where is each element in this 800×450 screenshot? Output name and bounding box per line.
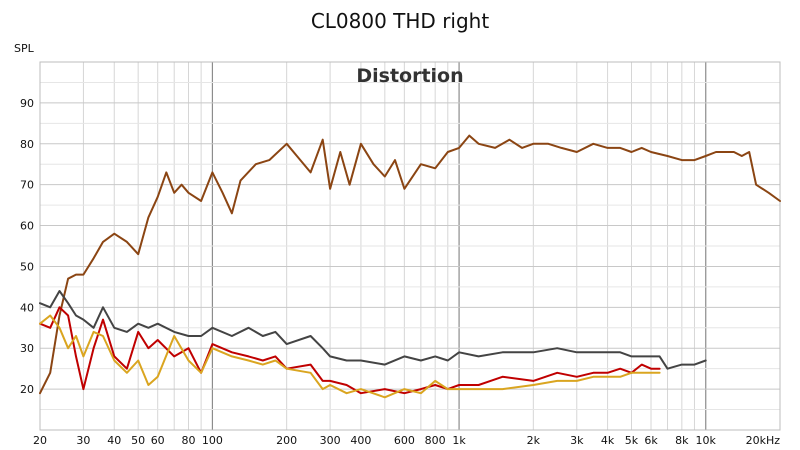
y-tick-label: 80: [20, 138, 34, 151]
x-tick-labels: 20 30 40 50 60 80 100 200 300 400 600 800 1k 2k 3k 4k 5k…: [33, 434, 780, 447]
x-tick-label: 100: [202, 434, 223, 447]
x-tick-label: 3k: [570, 434, 584, 447]
x-tick-label: 40: [107, 434, 121, 447]
x-tick-label: 400: [350, 434, 371, 447]
y-tick-label: 60: [20, 220, 34, 233]
x-tick-label: 1k: [452, 434, 466, 447]
x-tick-label: 600: [394, 434, 415, 447]
y-axis-label: SPL: [14, 42, 35, 55]
x-tick-label: 300: [320, 434, 341, 447]
series-line-1: [39, 134, 781, 395]
y-tick-label: 70: [20, 179, 34, 192]
series-line-4: [39, 314, 661, 399]
plot-frame: [39, 61, 781, 431]
series-line-2: [39, 290, 707, 370]
x-tick-label: 5k: [625, 434, 639, 447]
x-tick-label: 20: [33, 434, 47, 447]
x-tick-label: 20kHz: [746, 434, 781, 447]
chart-title: CL0800 THD right: [311, 9, 490, 33]
x-tick-label: 800: [425, 434, 446, 447]
y-tick-label: 40: [20, 301, 34, 314]
x-tick-label: 50: [131, 434, 145, 447]
y-tick-label: 30: [20, 342, 34, 355]
series-lines: [39, 134, 781, 399]
x-tick-label: 200: [276, 434, 297, 447]
y-tick-label: 20: [20, 383, 34, 396]
x-tick-label: 4k: [601, 434, 615, 447]
y-tick-label: 50: [20, 260, 34, 273]
x-tick-label: 6k: [644, 434, 658, 447]
x-tick-label: 30: [76, 434, 90, 447]
x-tick-label: 8k: [675, 434, 689, 447]
chart-subtitle: Distortion: [356, 65, 463, 87]
y-tick-labels: 20 30 40 50 60 70 80 90: [20, 97, 34, 396]
x-tick-label: 10k: [696, 434, 717, 447]
x-tick-label: 80: [182, 434, 196, 447]
x-tick-label: 60: [151, 434, 165, 447]
series-line-3: [39, 306, 661, 395]
y-tick-label: 90: [20, 97, 34, 110]
x-tick-label: 2k: [527, 434, 541, 447]
grid: [39, 61, 781, 431]
